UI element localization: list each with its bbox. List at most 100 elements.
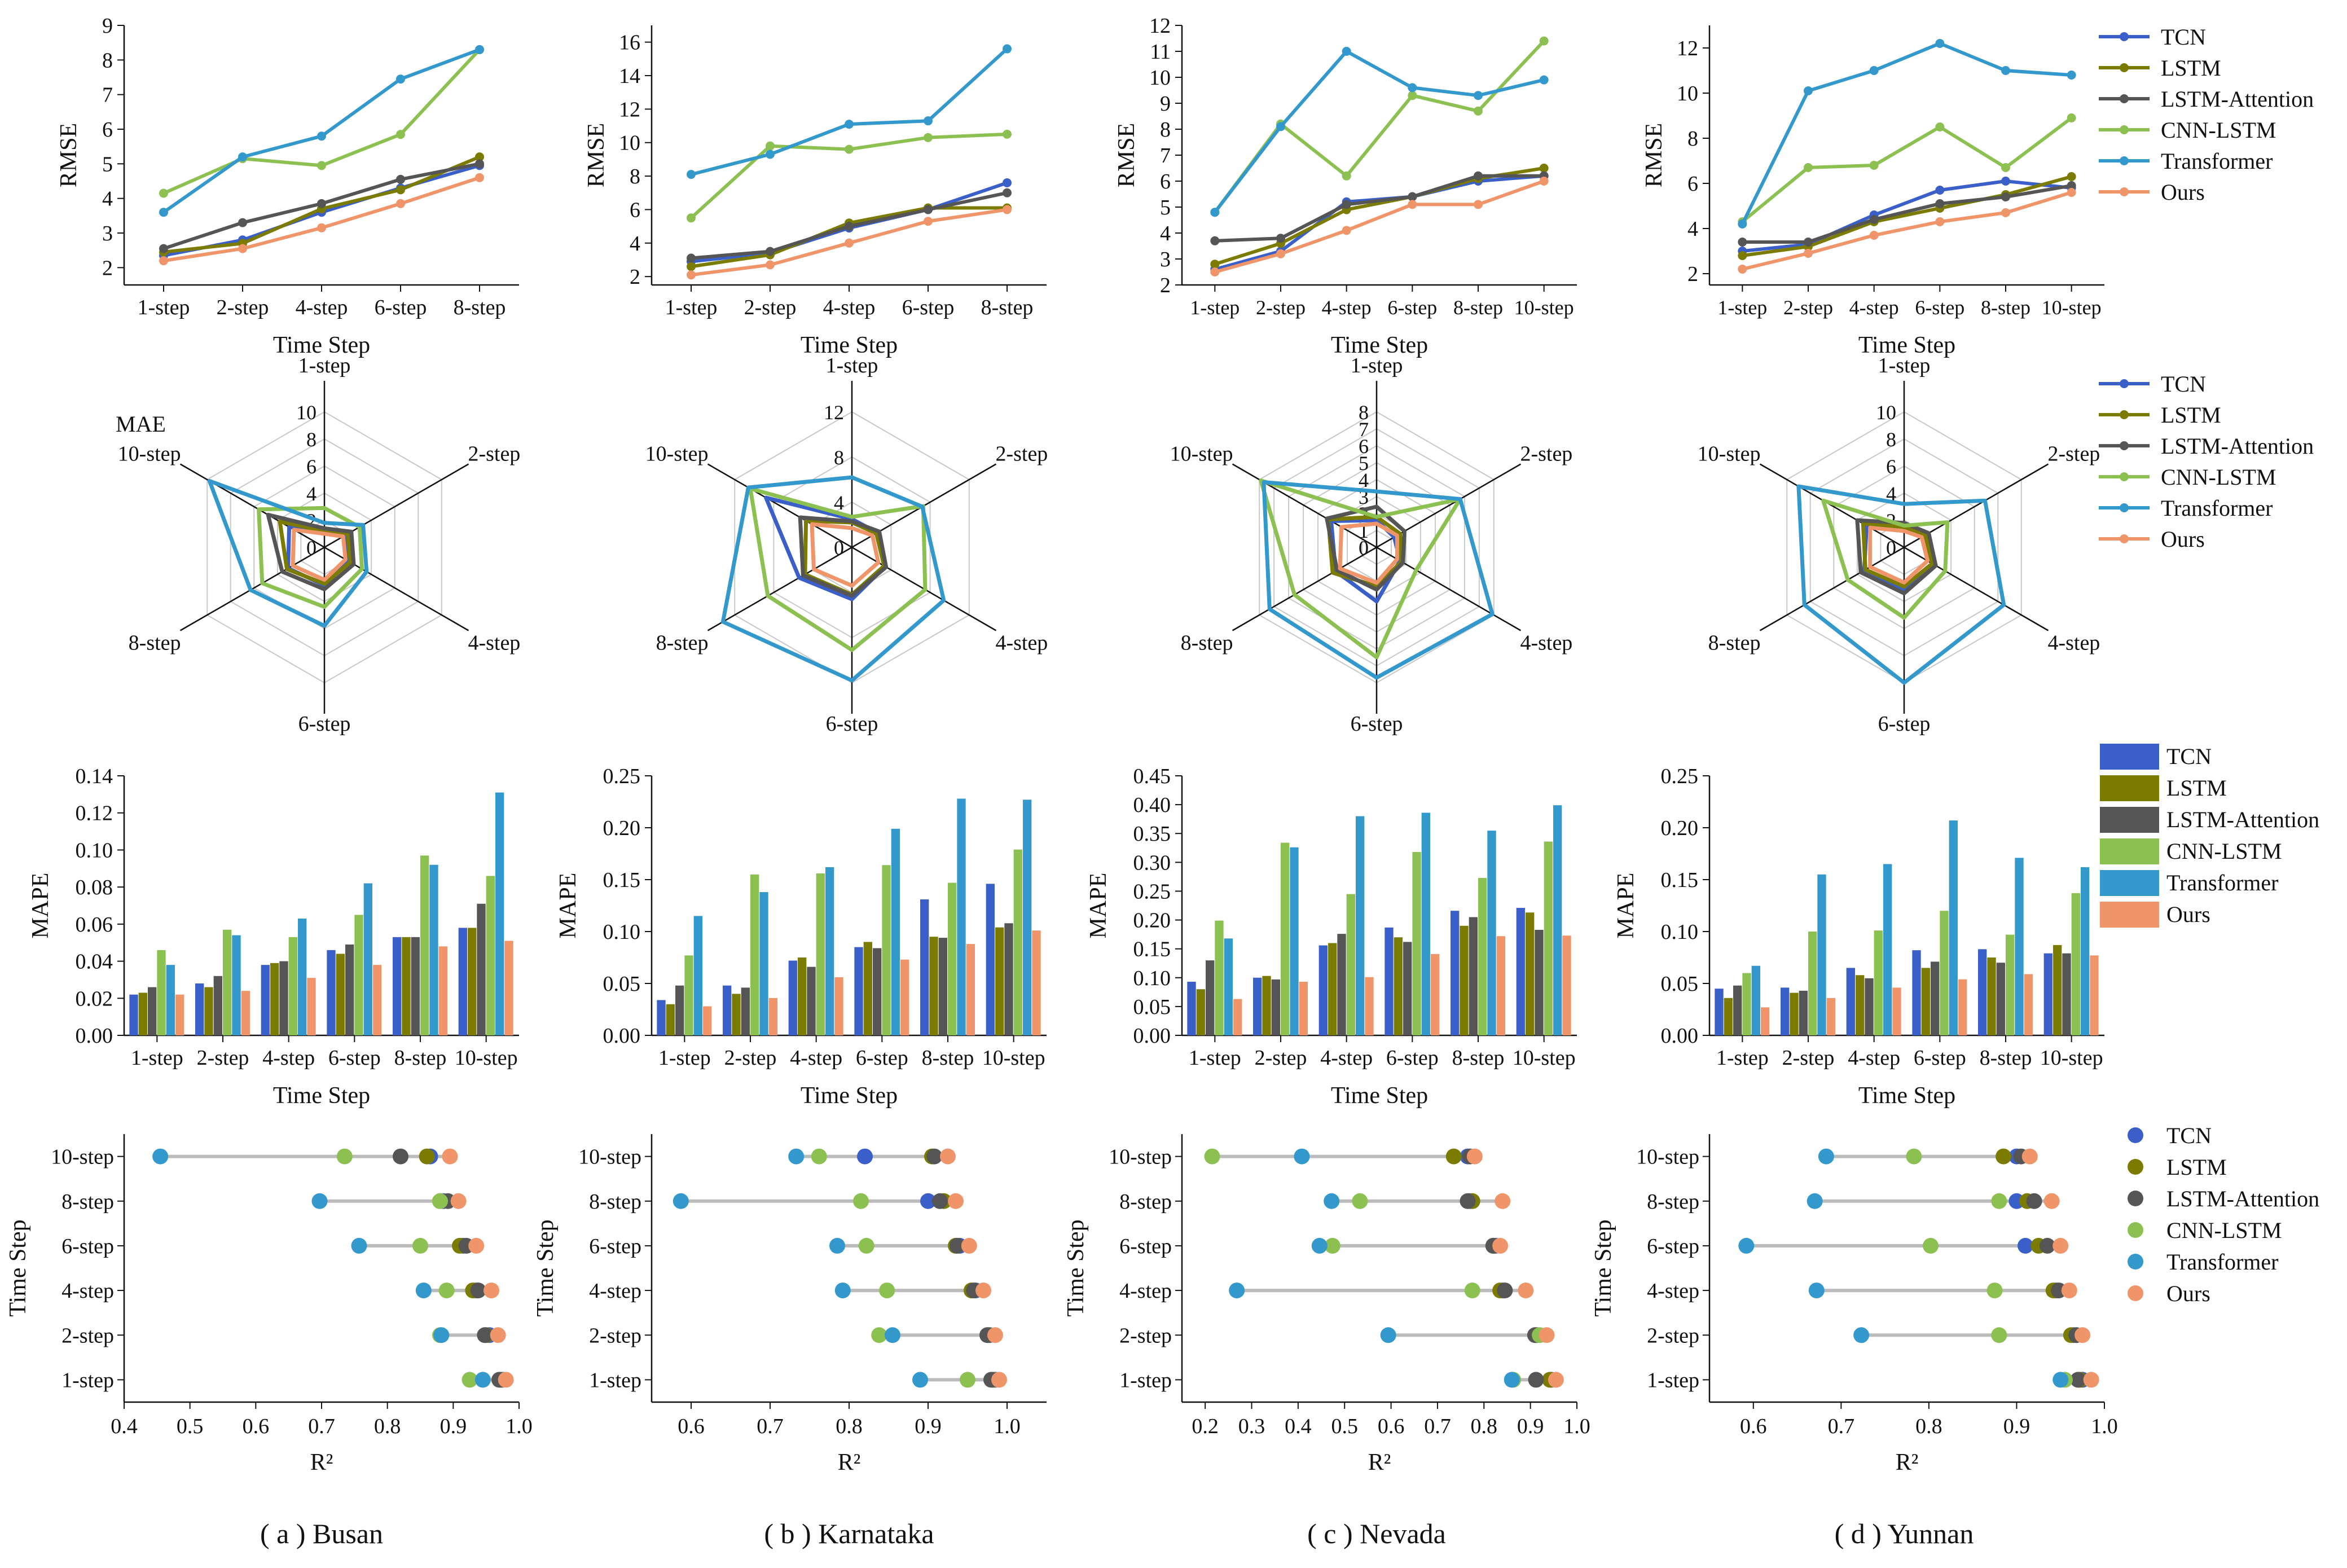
r2-3-dot-lstm-attention bbox=[1460, 1193, 1476, 1209]
rmse-4-point-lstm-attention bbox=[1935, 199, 1945, 208]
mape-1-bar-lstm bbox=[138, 992, 147, 1035]
rmse-4-line-lstm-attention bbox=[1742, 184, 2072, 244]
rmse-3-ylabel: RMSE bbox=[1114, 123, 1140, 187]
mae-radar-3-rtick-label: 0 bbox=[1359, 537, 1369, 559]
mape-3-bar-transformer bbox=[1290, 847, 1299, 1035]
mae-radar-4-series-ours bbox=[1868, 525, 1930, 585]
mape-4-bar-cnn-lstm bbox=[2006, 934, 2015, 1035]
r2-1-dot-ours bbox=[484, 1282, 499, 1299]
mae-radar-1-series-lstm-attention bbox=[266, 512, 356, 591]
rmse-1-point-cnn-lstm bbox=[317, 161, 326, 170]
rmse-2-point-lstm-attention bbox=[687, 253, 696, 263]
mape-2-bar-cnn-lstm bbox=[882, 865, 891, 1035]
rmse-4-point-lstm-attention bbox=[1804, 238, 1813, 247]
mape-1-bar-cnn-lstm bbox=[486, 876, 495, 1035]
mape-2-xtick-label: 1-step bbox=[658, 1046, 711, 1070]
r2-1-dot-ours bbox=[498, 1372, 514, 1388]
mape-2-xtick-label: 4-step bbox=[790, 1046, 842, 1070]
r2-1-xtick-label: 0.5 bbox=[177, 1415, 204, 1438]
legend-r2-label-tcn: TCN bbox=[2166, 1123, 2212, 1148]
mape-1-ytick-label: 0.10 bbox=[76, 838, 113, 862]
mae-radar-2-spoke bbox=[707, 463, 852, 548]
r2-4-dot-cnn-lstm bbox=[1923, 1237, 1939, 1254]
r2-1-xtick-label: 0.7 bbox=[308, 1415, 335, 1438]
mape-1-bar-tcn bbox=[393, 937, 402, 1035]
rmse-1-point-transformer bbox=[238, 152, 247, 162]
mape-1-ytick-label: 0.00 bbox=[76, 1024, 113, 1048]
mape-4-bar-cnn-lstm bbox=[1940, 911, 1949, 1035]
r2-2-dot-tcn bbox=[857, 1148, 873, 1165]
mape-1-bar-lstm-attention bbox=[148, 987, 157, 1035]
rmse-1-point-cnn-lstm bbox=[159, 188, 168, 198]
rmse-2-point-transformer bbox=[845, 120, 854, 129]
mape-4-bar-tcn bbox=[1978, 949, 1987, 1035]
mape-4-bar-lstm-attention bbox=[1799, 990, 1808, 1035]
rmse-2-xtick-label: 8-step bbox=[981, 296, 1034, 319]
mape-3-bar-lstm bbox=[1262, 976, 1271, 1035]
rmse-2-line-transformer bbox=[691, 47, 1009, 177]
mae-radar-4-axis-label: 8-step bbox=[1708, 631, 1761, 655]
legend-rmse-swatch-dot-ours bbox=[2120, 187, 2129, 196]
legend-rmse-label-lstm-attention: LSTM-Attention bbox=[2161, 86, 2314, 112]
rmse-4-point-tcn bbox=[2001, 177, 2010, 186]
mae-radar-3-rtick-label: 6 bbox=[1359, 435, 1369, 458]
rmse-4-point-cnn-lstm bbox=[1935, 122, 1945, 131]
rmse-1-point-lstm-attention bbox=[238, 218, 247, 227]
mape-3-bar-ours bbox=[1496, 936, 1505, 1035]
mape-3-xtick-label: 2-step bbox=[1255, 1046, 1307, 1070]
r2-4-dot-cnn-lstm bbox=[1986, 1282, 2003, 1299]
mape-2-ylabel: MAPE bbox=[555, 873, 581, 939]
mae-radar-2-series-cnn-lstm bbox=[748, 486, 928, 652]
mae-radar-1-axis-label: 4-step bbox=[468, 631, 520, 655]
rmse-2-point-cnn-lstm bbox=[687, 213, 696, 223]
mape-3-ytick-label: 0.20 bbox=[1133, 909, 1171, 933]
mape-3-bar-tcn bbox=[1451, 911, 1460, 1035]
rmse-1-ytick-label: 3 bbox=[102, 222, 113, 245]
r2-2-ytick-label: 8-step bbox=[589, 1190, 641, 1214]
legend-r2-label-lstm-attention: LSTM-Attention bbox=[2166, 1186, 2319, 1211]
rmse-4-line-tcn bbox=[1742, 179, 2072, 253]
mape-1-ytick-label: 0.04 bbox=[76, 950, 113, 974]
rmse-4-xtick-label: 6-step bbox=[1915, 296, 1964, 319]
mape-4-bar-lstm bbox=[1790, 992, 1799, 1035]
mae-radar-1-axis-label: 1-step bbox=[298, 354, 351, 377]
rmse-4-point-lstm bbox=[1738, 251, 1747, 260]
mape-4-bar-ours bbox=[2090, 955, 2099, 1035]
r2-3-xtick-label: 0.2 bbox=[1192, 1415, 1219, 1438]
rmse-3-line-tcn bbox=[1214, 174, 1544, 271]
mape-2-bar-tcn bbox=[854, 947, 863, 1035]
mape-2-xtick-label: 10-step bbox=[982, 1046, 1045, 1070]
rmse-2-point-ours bbox=[687, 270, 696, 280]
r2-2-dot-lstm-attention bbox=[932, 1193, 948, 1209]
mape-2-xtick-label: 6-step bbox=[856, 1046, 908, 1070]
r2-4-ytick-label: 1-step bbox=[1647, 1368, 1699, 1392]
mape-4-xtick-label: 4-step bbox=[1848, 1046, 1900, 1070]
mae-radar-2-rtick-label: 4 bbox=[834, 491, 844, 514]
r2-2-ytick-label: 2-step bbox=[589, 1324, 641, 1347]
r2-4-ytick-label: 6-step bbox=[1647, 1235, 1699, 1258]
r2-1-dot-ours bbox=[490, 1327, 506, 1343]
rmse-2-point-ours bbox=[924, 217, 933, 226]
legend-rmse-swatch-dot-lstm-attention bbox=[2120, 94, 2129, 103]
mape-3-bar-transformer bbox=[1421, 812, 1430, 1035]
r2-2-dot-cnn-lstm bbox=[853, 1193, 869, 1209]
mae-radar-3-series-lstm-attention bbox=[1325, 504, 1407, 592]
rmse-1-point-ours bbox=[317, 223, 326, 232]
rmse-4-ytick-label: 10 bbox=[1677, 82, 1698, 106]
rmse-4-point-tcn bbox=[1935, 186, 1945, 195]
mape-4-ytick-label: 0.20 bbox=[1661, 816, 1699, 840]
r2-2-dot-ours bbox=[961, 1237, 977, 1254]
mape-1-bar-ours bbox=[373, 965, 382, 1035]
legend-rmse-swatch-dot-cnn-lstm bbox=[2120, 125, 2129, 134]
mape-2-bar-cnn-lstm bbox=[750, 874, 759, 1035]
mae-radar-2-series-transformer bbox=[720, 475, 946, 683]
rmse-2-point-cnn-lstm bbox=[766, 141, 775, 151]
rmse-4-ytick-label: 12 bbox=[1677, 37, 1698, 60]
mae-radar-2-series-lstm-attention bbox=[798, 515, 889, 598]
r2-2-ytick-label: 10-step bbox=[578, 1145, 641, 1169]
mape-2-bar-lstm-attention bbox=[807, 967, 816, 1035]
rmse-2-point-tcn bbox=[1003, 178, 1012, 187]
mape-4-bar-cnn-lstm bbox=[2071, 893, 2080, 1035]
rmse-3-ytick-label: 7 bbox=[1160, 144, 1171, 168]
rmse-3-point-cnn-lstm bbox=[1539, 36, 1549, 46]
